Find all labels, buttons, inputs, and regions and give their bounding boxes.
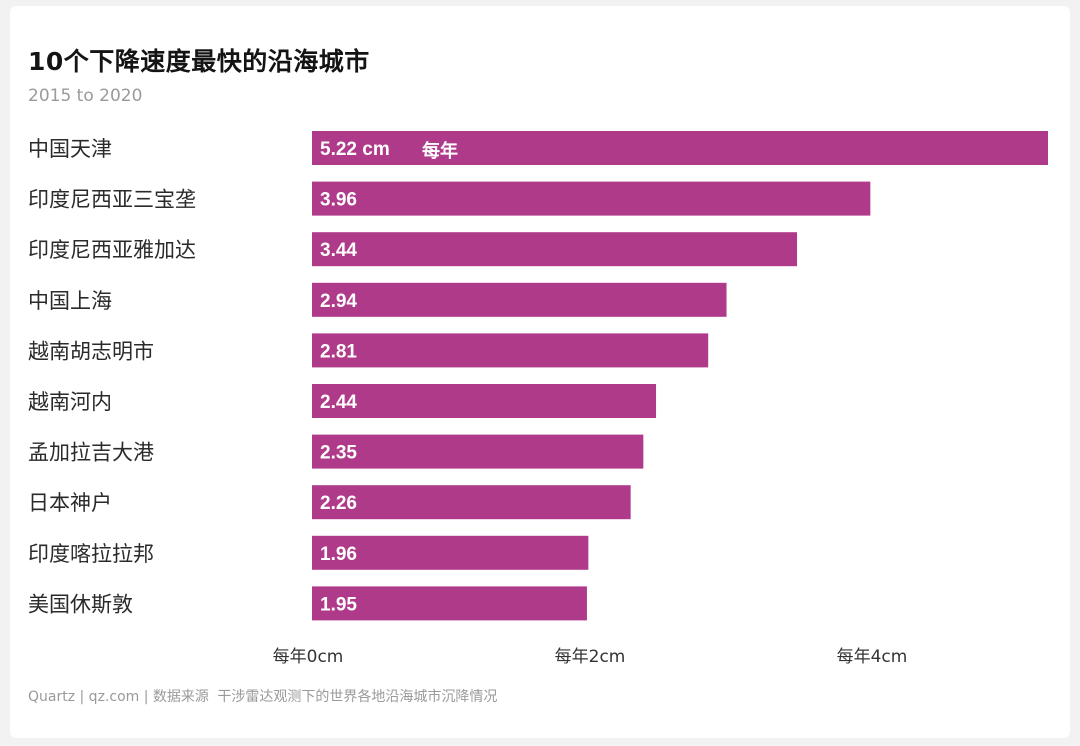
x-tick-label: 每年2cm	[555, 647, 626, 667]
value-label: 2.26	[320, 493, 357, 514]
x-tick-label: 每年4cm	[837, 647, 908, 667]
bar	[312, 333, 709, 368]
bar	[312, 131, 1048, 165]
value-unit-label: 每年	[422, 140, 458, 162]
value-label: 5.22 cm	[320, 139, 390, 160]
category-label: 印度尼西亚雅加达	[28, 238, 196, 262]
category-label: 美国休斯敦	[28, 592, 133, 616]
bar	[312, 485, 631, 520]
value-label: 3.44	[320, 240, 357, 261]
category-label: 印度尼西亚三宝垄	[28, 188, 196, 212]
category-label: 日本神户	[28, 491, 112, 515]
bar	[312, 586, 587, 621]
chart-subtitle: 2015 to 2020	[28, 86, 143, 106]
category-label: 中国天津	[28, 137, 112, 161]
category-label: 孟加拉吉大港	[28, 441, 154, 465]
bar	[312, 282, 727, 317]
chart-footer: Quartz | qz.com | 数据来源 干涉雷达观测下的世界各地沿海城市沉…	[28, 686, 501, 706]
value-label: 1.95	[320, 594, 357, 615]
source-brand: Quartz | qz.com | 数据来源	[28, 689, 209, 705]
bar	[312, 181, 871, 216]
value-label: 2.94	[320, 291, 357, 312]
category-label: 中国上海	[28, 289, 112, 313]
value-label: 1.96	[320, 544, 357, 565]
value-label: 2.35	[320, 443, 357, 464]
category-label: 越南河内	[28, 390, 112, 414]
bar	[312, 434, 644, 469]
chart-title: 10个下降速度最快的沿海城市	[28, 47, 370, 76]
category-label: 越南胡志明市	[28, 339, 154, 363]
bar	[312, 384, 657, 418]
value-label: 2.44	[320, 392, 357, 413]
value-label: 3.96	[320, 190, 357, 211]
category-label: 印度喀拉拉邦	[28, 542, 154, 566]
bar	[312, 232, 798, 267]
bar	[312, 535, 589, 570]
x-tick-label: 每年0cm	[273, 647, 344, 667]
value-label: 2.81	[320, 341, 357, 362]
source-note: 干涉雷达观测下的世界各地沿海城市沉降情况	[217, 689, 498, 705]
